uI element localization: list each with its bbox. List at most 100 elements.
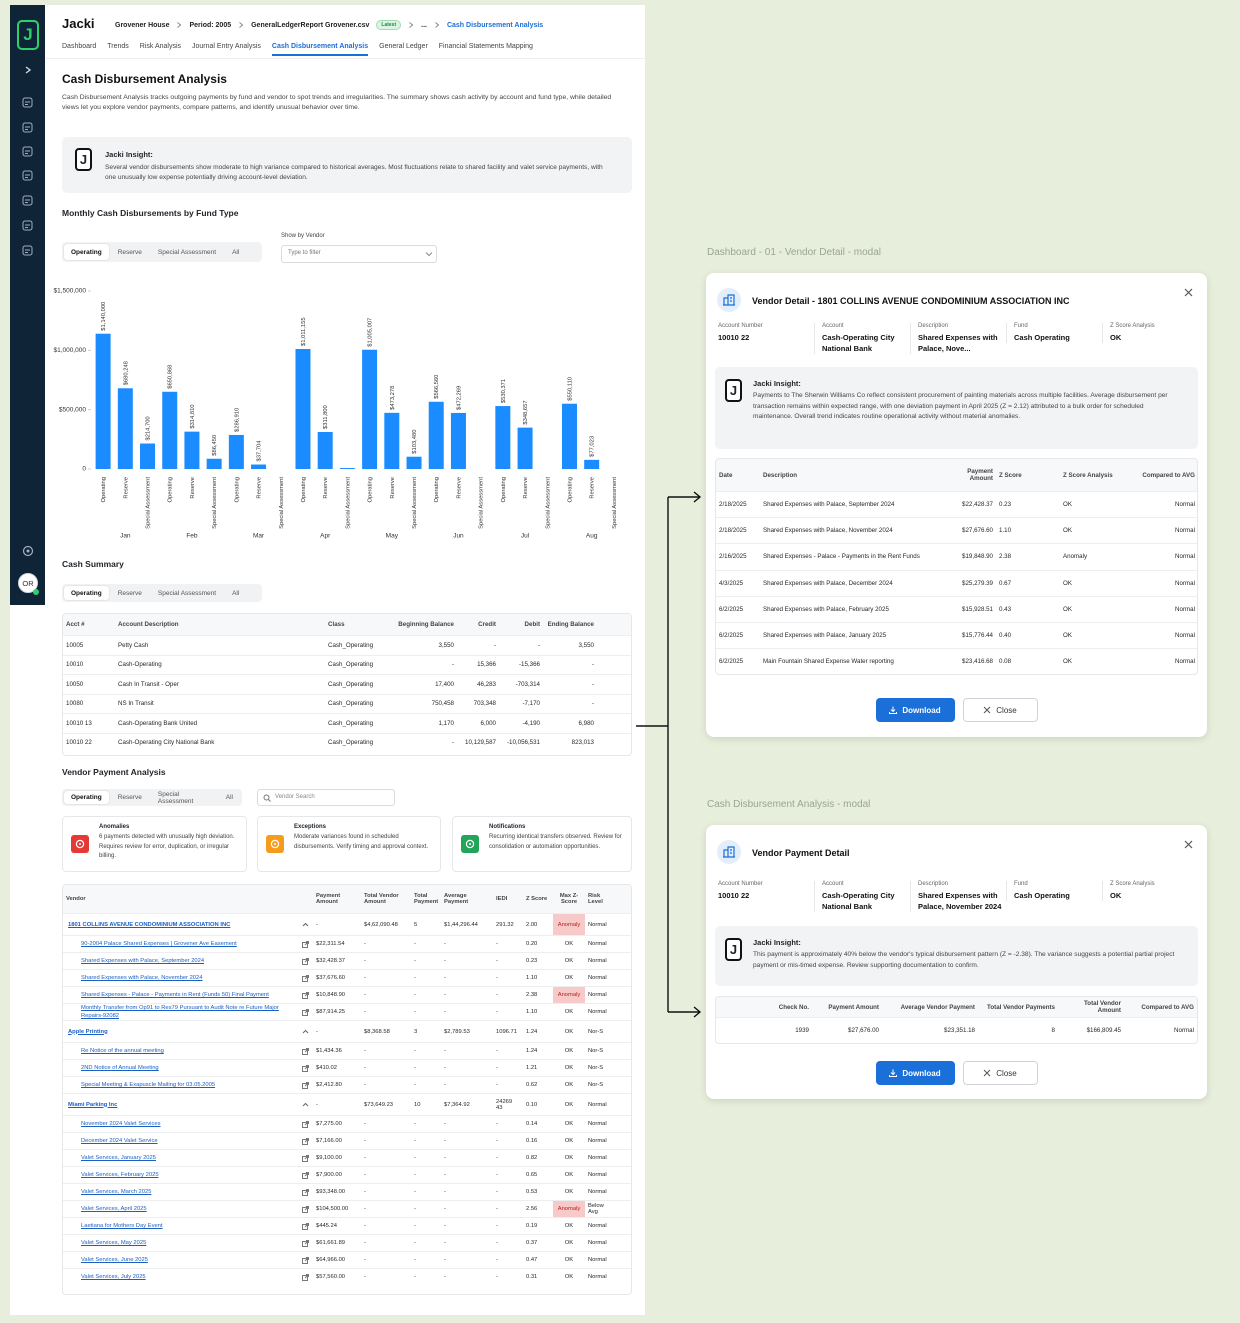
tab[interactable]: Financial Statements Mapping [438, 43, 533, 50]
segment[interactable]: Reserve [117, 589, 142, 597]
cell: - [364, 958, 366, 964]
segment[interactable]: Operating [64, 791, 109, 804]
cell: $1,44,296.44 [444, 921, 478, 928]
icon[interactable] [23, 65, 33, 75]
vendor-link[interactable]: Re Notice of the annual meeting [81, 1048, 164, 1054]
icon[interactable] [1184, 840, 1193, 849]
row-icon[interactable] [299, 1120, 313, 1128]
breadcrumb-item[interactable]: ... [421, 21, 427, 29]
vendor-link[interactable]: 1801 COLLINS AVENUE CONDOMINIUM ASSOCIAT… [68, 921, 231, 928]
brand: Jacki [62, 16, 95, 31]
row-icon[interactable] [299, 921, 313, 928]
icon-shape [25, 199, 30, 203]
vendor-link[interactable]: Valet Services, July 2025 [81, 1274, 146, 1280]
breadcrumb-item[interactable]: GeneralLedgerReport Grovener.csv [251, 21, 370, 29]
row-icon[interactable] [299, 940, 313, 948]
download-button[interactable]: Download [875, 1061, 955, 1085]
icon[interactable] [22, 195, 33, 206]
segment[interactable]: All [232, 248, 240, 256]
row-icon[interactable] [299, 1028, 313, 1035]
tab[interactable]: Risk Analysis [139, 43, 182, 50]
vendor-link[interactable]: Laetiana for Mothers Day Event [81, 1223, 163, 1229]
row-icon[interactable] [299, 1081, 313, 1089]
vendor-link[interactable]: Shared Expenses - Palace - Payments in R… [81, 992, 269, 998]
row-icon[interactable] [299, 1256, 313, 1264]
row-icon[interactable] [299, 957, 313, 965]
icon[interactable] [22, 122, 33, 133]
vendor-link[interactable]: Shared Expenses with Palace, September 2… [81, 958, 205, 964]
row-icon[interactable] [299, 1171, 313, 1179]
download-button[interactable]: Download [875, 698, 955, 722]
cell: 0.43 [999, 605, 1012, 613]
vendor-link[interactable]: Valet Services, March 2025 [81, 1189, 152, 1195]
icon[interactable] [22, 97, 33, 108]
segment[interactable]: All [232, 589, 240, 597]
vendor-link[interactable]: Valet Services, June 2025 [81, 1257, 148, 1263]
icon[interactable] [22, 170, 33, 181]
vendor-link[interactable]: Valet Services, February 2025 [81, 1172, 159, 1178]
row-icon[interactable] [299, 1205, 313, 1213]
cell: - [591, 680, 594, 688]
segment[interactable]: Reserve [117, 248, 142, 256]
vendor-link[interactable]: Shared Expenses with Palace, November 20… [81, 975, 203, 981]
icon[interactable] [1184, 288, 1193, 297]
tab[interactable]: Dashboard [62, 43, 97, 50]
tab[interactable]: Trends [107, 43, 129, 50]
icon[interactable] [22, 146, 33, 157]
cell: - [414, 1009, 416, 1015]
vendor-link[interactable]: Valet Services, May 2025 [81, 1240, 147, 1246]
row-icon[interactable] [299, 1064, 313, 1072]
column-header: Total Vendor Amount [1083, 1000, 1121, 1014]
vendor-link[interactable]: December 2024 Valet Service [81, 1138, 158, 1144]
vendor-link[interactable]: 90-2004 Palace Shared Expenses | Grovene… [81, 941, 237, 947]
row-icon[interactable] [299, 1137, 313, 1145]
row-icon[interactable] [299, 1154, 313, 1162]
segment[interactable]: Reserve [117, 794, 142, 801]
row-icon[interactable] [299, 1008, 313, 1016]
breadcrumb-item[interactable]: Grovener House [115, 21, 170, 29]
modal: Vendor Detail - 1801 COLLINS AVENUE COND… [706, 273, 1207, 737]
tab[interactable]: Journal Entry Analysis [192, 43, 261, 50]
vendor-link[interactable]: Miami Parking Inc [68, 1101, 118, 1108]
row-icon[interactable] [299, 1239, 313, 1247]
segment[interactable]: Operating [64, 244, 109, 260]
cell: 1.10 [526, 975, 538, 981]
cell: - [316, 921, 318, 928]
icon[interactable] [22, 220, 33, 231]
row-icon[interactable] [299, 1101, 313, 1108]
row-icon[interactable] [299, 1188, 313, 1196]
breadcrumb-item[interactable]: Period: 2005 [189, 21, 232, 29]
vendor-link[interactable]: Monthly Transfer from Op91 to Res79 Purs… [81, 1005, 279, 1019]
icon[interactable] [22, 245, 33, 256]
segment[interactable]: All [225, 794, 233, 801]
icon[interactable] [22, 545, 34, 557]
close-button[interactable]: Close [962, 698, 1038, 722]
tab[interactable]: Cash Disbursement Analysis [271, 43, 369, 56]
vendor-link[interactable]: Valet Services, April 2025 [81, 1206, 147, 1212]
row-icon[interactable] [299, 974, 313, 982]
row-icon[interactable] [299, 1222, 313, 1230]
close-button[interactable]: Close [962, 1061, 1038, 1085]
segment[interactable]: Operating [64, 586, 109, 600]
row-icon[interactable] [299, 991, 313, 999]
icon [302, 1102, 309, 1107]
vendor-link[interactable]: Apple Printing [68, 1028, 108, 1035]
segment[interactable]: Special Assessment [157, 248, 217, 256]
segment[interactable]: Special Assessment [157, 589, 217, 597]
vendor-link[interactable]: 2ND Notice of Annual Meeting [81, 1065, 159, 1071]
tab[interactable]: General Ledger [379, 43, 428, 50]
vendor-link[interactable]: Valet Services, January 2025 [81, 1155, 156, 1161]
vendor-filter[interactable]: Type to filter [281, 245, 437, 263]
vendor-search[interactable]: Vendor Search [257, 789, 395, 806]
cell: - [414, 1189, 416, 1195]
vendor-link[interactable]: Special Meeting & Exapuscle Mailing for … [81, 1082, 216, 1088]
cell: 6,980 [578, 719, 594, 727]
table-row: Valet Services, June 2025 $64,966.00 - - - - 0… [63, 1251, 631, 1268]
row-icon[interactable] [299, 1047, 313, 1055]
segment[interactable]: Special Assessment [157, 790, 194, 805]
breadcrumb-item[interactable]: Cash Disbursement Analysis [446, 21, 544, 29]
row-icon[interactable] [299, 1273, 313, 1281]
vendor-link[interactable]: November 2024 Valet Services [81, 1121, 161, 1127]
avatar[interactable]: OR [18, 573, 38, 593]
field-value: OK [1110, 333, 1122, 342]
